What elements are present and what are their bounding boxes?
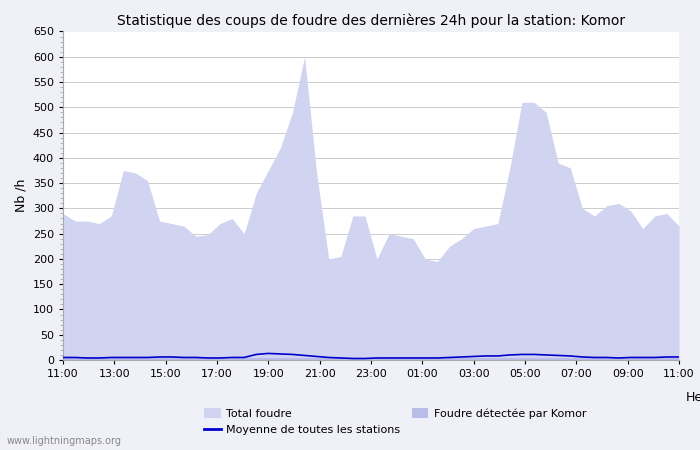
Y-axis label: Nb /h: Nb /h <box>14 179 27 212</box>
Text: Heure: Heure <box>686 391 700 404</box>
Legend: Total foudre, Moyenne de toutes les stations, Foudre détectée par Komor: Total foudre, Moyenne de toutes les stat… <box>204 408 587 435</box>
Title: Statistique des coups de foudre des dernières 24h pour la station: Komor: Statistique des coups de foudre des dern… <box>117 13 625 27</box>
Text: www.lightningmaps.org: www.lightningmaps.org <box>7 436 122 446</box>
